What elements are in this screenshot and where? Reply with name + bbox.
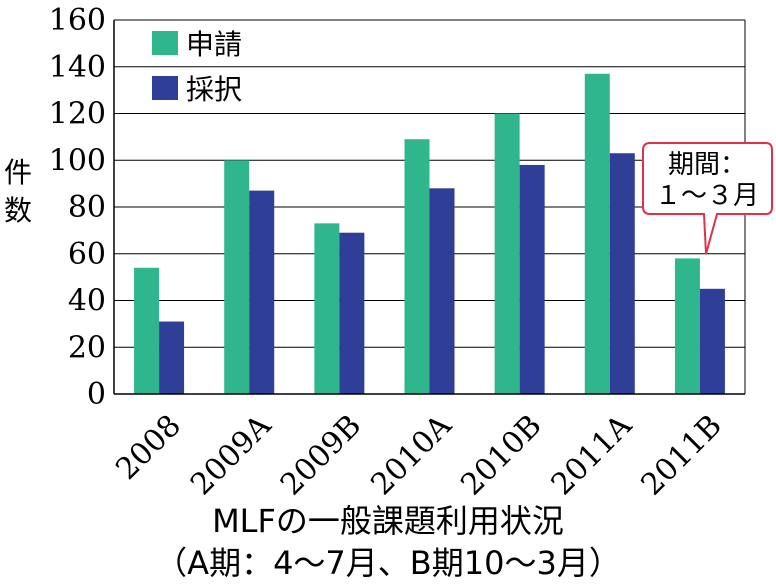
x-tick-label: 2010B: [454, 408, 548, 502]
bar-series-1-2011A: [584, 73, 610, 394]
bar-series-2-2010B: [519, 164, 545, 394]
legend: 申請 採択: [152, 28, 242, 106]
y-axis-label: 件 数: [4, 156, 32, 227]
callout-line-2: １～３月: [655, 181, 759, 211]
legend-label-series-1: 申請: [186, 28, 242, 61]
y-tick-label: 120: [49, 97, 106, 132]
x-tick-label: 2011B: [635, 408, 729, 502]
legend-label-series-2: 採択: [186, 73, 242, 106]
x-tick-label: 2009A: [184, 408, 278, 502]
legend-swatch-series-2: [152, 76, 178, 100]
x-tick-label: 2011A: [545, 408, 639, 502]
bar-series-2-2009B: [339, 232, 365, 394]
y-tick-label: 20: [68, 330, 106, 365]
bar-series-1-2010A: [404, 139, 430, 394]
y-tick-label: 160: [49, 3, 106, 38]
x-tick-label: 2008: [109, 408, 188, 487]
chart-title-line-2: （A期：4～7月、B期10～3月）: [155, 544, 621, 582]
y-tick-label: 140: [49, 50, 106, 85]
legend-swatch-series-1: [152, 31, 178, 55]
y-axis-label-char-1: 件: [4, 156, 32, 189]
x-tick-label: 2010A: [364, 408, 458, 502]
callout-bubble: [642, 142, 773, 255]
bar-series-1-2009A: [224, 160, 250, 394]
bar-series-2-2009A: [249, 190, 275, 394]
bar-series-1-2011B: [674, 258, 700, 394]
chart-title-line-1: MLFの一般課題利用状況: [212, 502, 564, 540]
bars: [134, 73, 725, 394]
period-callout: 期間： １～３月: [642, 142, 773, 255]
callout-line-1: 期間：: [668, 150, 746, 180]
x-tick-label: 2009B: [274, 408, 368, 502]
y-tick-labels: 0 20 40 60 80 100 120 140 160: [49, 3, 106, 412]
bar-series-2-2011B: [699, 288, 725, 394]
y-tick-label: 100: [49, 143, 106, 178]
bar-series-1-2009B: [314, 223, 340, 394]
bar-series-1-2010B: [494, 113, 520, 394]
bar-series-2-2011A: [609, 153, 635, 394]
y-tick-label: 60: [68, 237, 106, 272]
y-tick-label: 80: [68, 190, 106, 225]
y-tick-label: 0: [87, 377, 106, 412]
bar-series-2-2008: [159, 321, 185, 394]
bar-series-2-2010A: [429, 188, 455, 394]
bar-series-1-2008: [134, 267, 160, 394]
y-tick-label: 40: [68, 284, 106, 319]
y-axis-label-char-2: 数: [4, 194, 32, 227]
